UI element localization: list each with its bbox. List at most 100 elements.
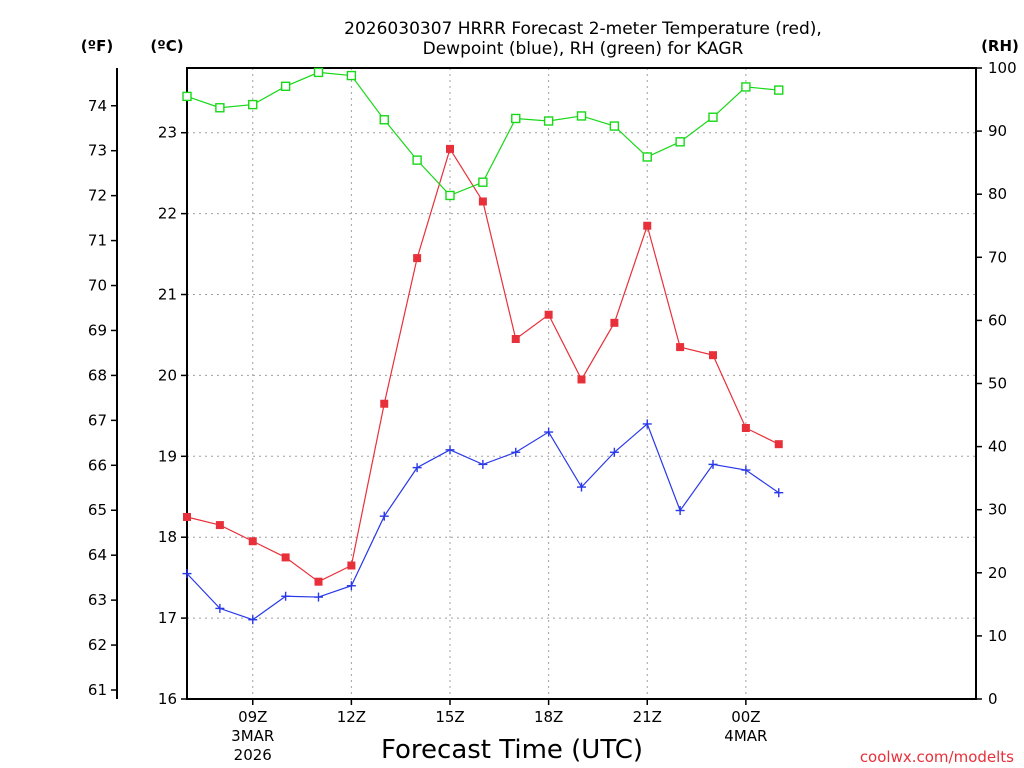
- temperature-point: [380, 399, 389, 408]
- x-tick-label: 15Z: [435, 708, 464, 726]
- rh-tick-label: 50: [988, 375, 1007, 393]
- fahrenheit-tick-label: 63: [88, 591, 107, 609]
- x-tick-label: 21Z: [633, 708, 662, 726]
- temperature-point: [314, 577, 323, 586]
- dewpoint-point: [445, 445, 455, 455]
- celsius-unit-label: (ºC): [150, 37, 183, 55]
- dewpoint-point: [346, 581, 356, 591]
- rh-tick-label: 100: [988, 59, 1017, 77]
- rh-tick-label: 20: [988, 564, 1007, 582]
- rh-point: [741, 82, 751, 92]
- rh-tick-label: 70: [988, 248, 1007, 266]
- rh-tick-label: 30: [988, 501, 1007, 519]
- dewpoint-point: [182, 569, 192, 579]
- temperature-point: [774, 440, 783, 449]
- temperature-point: [511, 335, 520, 344]
- dewpoint-point: [248, 615, 258, 625]
- fahrenheit-tick-label: 71: [88, 232, 107, 250]
- rh-unit-label: (RH): [981, 37, 1019, 55]
- temperature-point: [347, 561, 356, 570]
- celsius-tick-label: 16: [158, 690, 177, 708]
- fahrenheit-unit-label: (ºF): [81, 37, 113, 55]
- celsius-tick-label: 20: [158, 366, 177, 384]
- rh-tick-label: 0: [988, 690, 998, 708]
- celsius-tick-label: 21: [158, 286, 177, 304]
- temperature-point: [478, 197, 487, 206]
- rh-point: [675, 137, 685, 147]
- fahrenheit-tick-label: 65: [88, 501, 107, 519]
- temperature-point: [446, 144, 454, 153]
- x-tick-label: 09Z: [238, 708, 267, 726]
- rh-tick-label: 80: [988, 185, 1007, 203]
- series-layer: [182, 67, 784, 625]
- rh-point: [346, 70, 357, 81]
- rh-point: [708, 112, 718, 122]
- dewpoint-point: [544, 427, 554, 437]
- fahrenheit-tick-label: 61: [88, 681, 107, 699]
- dewpoint-line: [186, 422, 780, 621]
- x-tick-label: 18Z: [534, 708, 563, 726]
- temperature-point: [709, 351, 717, 360]
- rh-point: [379, 115, 389, 125]
- rh-tick-label: 60: [988, 311, 1007, 329]
- fahrenheit-tick-label: 64: [88, 546, 107, 564]
- rh-point: [543, 116, 554, 126]
- temperature-point: [676, 343, 685, 352]
- dewpoint-point: [412, 463, 422, 473]
- axes-layer: 16 17 18 19 20 21 22 23 61 62 63 64 65 66 67 68 69 70 71 72…: [88, 59, 1017, 764]
- dewpoint-point: [642, 419, 652, 429]
- rh-point: [248, 99, 258, 110]
- temperature-point: [248, 537, 257, 546]
- dewpoint-point: [708, 459, 718, 469]
- rh-point: [313, 67, 324, 78]
- rh-tick-label: 40: [988, 438, 1007, 456]
- chart-title-line1: 2026030307 HRRR Forecast 2-meter Tempera…: [344, 19, 822, 39]
- dewpoint-point: [741, 465, 751, 475]
- dewpoint-series: [182, 419, 784, 625]
- temperature-point: [741, 423, 750, 432]
- dewpoint-point: [478, 459, 488, 469]
- rh-line: [186, 71, 779, 197]
- fahrenheit-tick-label: 69: [88, 321, 107, 339]
- rh-point: [576, 111, 587, 121]
- rh-point: [412, 155, 422, 165]
- fahrenheit-tick-label: 72: [88, 187, 107, 205]
- rh-series: [182, 67, 784, 201]
- x-tick-label: 12Z: [337, 708, 366, 726]
- rh-point: [445, 190, 455, 201]
- fahrenheit-tick-label: 74: [88, 97, 107, 115]
- temperature-point: [413, 254, 422, 263]
- rh-tick-label: 90: [988, 122, 1007, 140]
- celsius-tick-label: 18: [158, 528, 177, 546]
- rh-point: [478, 177, 488, 187]
- celsius-tick-label: 23: [158, 124, 177, 142]
- x-axis-label: Forecast Time (UTC): [381, 735, 643, 765]
- dewpoint-point: [215, 603, 225, 613]
- rh-point: [511, 113, 521, 124]
- dewpoint-point: [511, 447, 521, 457]
- fahrenheit-tick-label: 67: [88, 411, 107, 429]
- credit-label: coolwx.com/modelts: [860, 748, 1014, 766]
- fahrenheit-tick-label: 73: [88, 142, 107, 160]
- celsius-tick-label: 19: [158, 447, 177, 465]
- grid-layer: [187, 68, 976, 700]
- dewpoint-point: [577, 482, 586, 492]
- fahrenheit-tick-label: 68: [88, 366, 107, 384]
- fahrenheit-tick-label: 66: [88, 456, 107, 474]
- rh-point: [609, 121, 620, 131]
- x-tick-year-label: 2026: [234, 746, 272, 764]
- dewpoint-point: [675, 506, 685, 516]
- temperature-point: [183, 512, 191, 521]
- temperature-point: [281, 553, 290, 562]
- temperature-point: [215, 521, 224, 530]
- plot-frame: [186, 67, 977, 700]
- rh-point: [280, 81, 291, 91]
- dewpoint-point: [281, 591, 291, 601]
- rh-point: [182, 91, 192, 102]
- x-tick-label: 00Z: [731, 708, 760, 726]
- dewpoint-point: [774, 488, 784, 498]
- rh-tick-label: 10: [988, 627, 1007, 645]
- rh-point: [774, 85, 784, 95]
- temperature-series: [183, 144, 783, 586]
